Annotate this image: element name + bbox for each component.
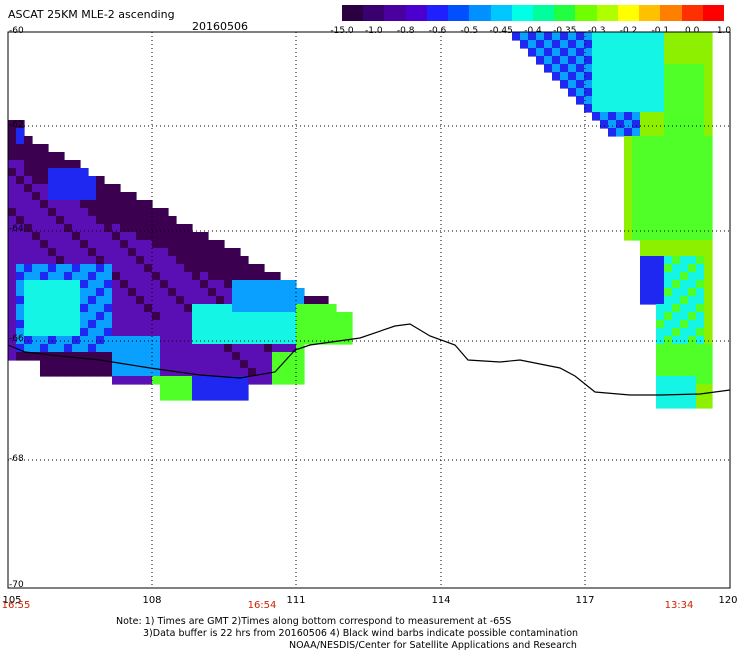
colorbar-tick-label: -0.2 bbox=[619, 26, 638, 36]
colorbar-swatch bbox=[490, 5, 513, 21]
colorbar-tick-label: -0.45 bbox=[489, 26, 513, 36]
chart-title: ASCAT 25KM MLE-2 ascending bbox=[8, 8, 175, 21]
lat-lon-grid bbox=[8, 32, 730, 588]
colorbar-swatch bbox=[596, 5, 619, 21]
xlabel-105: 105 bbox=[2, 595, 22, 606]
note-line-2: 3)Data buffer is 22 hrs from 20160506 4)… bbox=[143, 628, 579, 639]
colorbar-tick-label: -0.35 bbox=[553, 26, 577, 36]
colorbar-swatch bbox=[702, 5, 725, 21]
colorbar-swatch bbox=[660, 5, 683, 21]
colorbar-swatch bbox=[363, 5, 385, 21]
colorbar-swatch bbox=[617, 5, 640, 21]
ylabel-60: -60 bbox=[9, 26, 24, 36]
colorbar-swatch bbox=[533, 5, 555, 21]
colorbar bbox=[342, 5, 725, 21]
ylabel-70: -70 bbox=[9, 580, 24, 590]
antarctic-coastline bbox=[7, 323, 731, 396]
chart-date: 20160506 bbox=[192, 20, 248, 33]
colorbar-swatch bbox=[384, 5, 407, 21]
time-label-left: 16:55 bbox=[1, 600, 31, 611]
colorbar-tick-label: -0.1 bbox=[651, 26, 670, 36]
colorbar-tick-label: 0.0 bbox=[684, 26, 700, 36]
colorbar-tick-label: -15.0 bbox=[330, 26, 354, 36]
wind-cells bbox=[8, 32, 713, 409]
colorbar-tick-label: -0.5 bbox=[460, 26, 479, 36]
xlabel-114: 114 bbox=[431, 595, 451, 606]
xlabel-111: 111 bbox=[286, 595, 306, 606]
note-line-3: NOAA/NESDIS/Center for Satellite Applica… bbox=[289, 640, 577, 651]
colorbar-tick-label: -0.8 bbox=[396, 26, 415, 36]
time-label-mid: 16:54 bbox=[247, 600, 277, 611]
colorbar-swatch bbox=[554, 5, 576, 21]
colorbar-swatch bbox=[448, 5, 470, 21]
ylabel-66: -66 bbox=[9, 334, 24, 344]
ylabel-62: -62 bbox=[9, 120, 24, 130]
colorbar-swatch bbox=[639, 5, 661, 21]
coastline bbox=[7, 323, 731, 396]
colorbar-swatch bbox=[405, 5, 428, 21]
colorbar-swatch bbox=[469, 5, 492, 21]
colorbar-tick-label: 1.0 bbox=[716, 26, 732, 36]
xlabel-108: 108 bbox=[142, 595, 162, 606]
colorbar-tick-label: -0.4 bbox=[524, 26, 542, 36]
xlabel-120: 120 bbox=[718, 595, 738, 606]
colorbar-swatch bbox=[681, 5, 704, 21]
xlabel-117: 117 bbox=[575, 595, 595, 606]
plot-frame bbox=[7, 31, 731, 589]
ylabel-64: -64 bbox=[9, 224, 24, 234]
colorbar-tick-label: -1.0 bbox=[365, 26, 383, 36]
note-line-1: Note: 1) Times are GMT 2)Times along bot… bbox=[116, 616, 512, 627]
time-label-right: 13:34 bbox=[664, 600, 694, 611]
colorbar-swatch bbox=[511, 5, 534, 21]
colorbar-swatch bbox=[342, 5, 364, 21]
colorbar-tick-label: -0.6 bbox=[428, 26, 447, 36]
colorbar-swatch bbox=[426, 5, 449, 21]
colorbar-tick-label: -0.3 bbox=[587, 26, 606, 36]
ylabel-68: -68 bbox=[9, 454, 24, 464]
colorbar-swatch bbox=[575, 5, 598, 21]
